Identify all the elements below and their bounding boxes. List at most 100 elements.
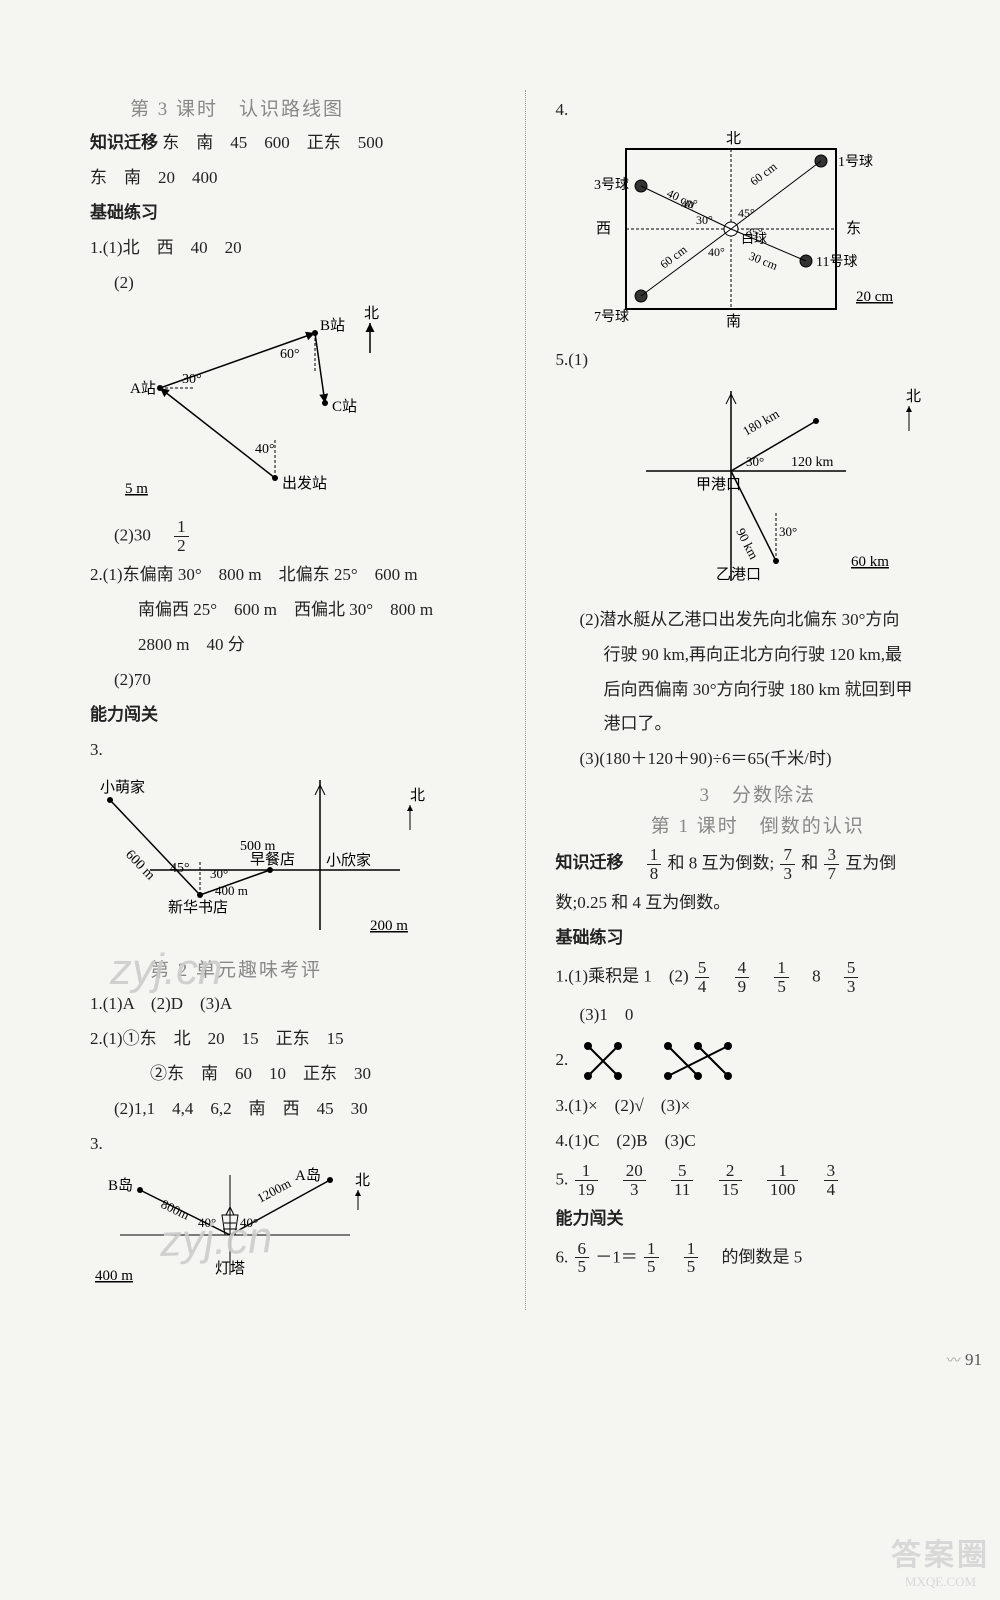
svg-text:200 m: 200 m — [370, 918, 408, 934]
diagram-4-svg: 北 西 东 南 白球 1号球 60 cm 45° 3号球 — [586, 131, 916, 331]
svg-text:A岛: A岛 — [295, 1167, 321, 1184]
svg-text:40°: 40° — [240, 1215, 258, 1230]
svg-text:南: 南 — [726, 313, 741, 330]
svg-text:120 km: 120 km — [791, 455, 834, 470]
column-divider — [525, 90, 526, 1310]
svg-text:小萌家: 小萌家 — [100, 779, 145, 796]
diagram-1-svg: 北 A站 B站 C站 出发站 40° 30° 60° — [120, 303, 400, 503]
svg-text:60 cm: 60 cm — [657, 242, 690, 271]
q2-1c: 2800 m 40 分 — [90, 631, 495, 660]
q1-1: 1.(1)北 西 40 20 — [90, 234, 495, 263]
zsqy-text-2: 东 南 20 400 — [90, 164, 495, 193]
svg-text:60°: 60° — [280, 347, 300, 362]
r-q6-mid: －1＝ — [595, 1247, 638, 1266]
svg-text:60 cm: 60 cm — [747, 159, 780, 188]
svg-text:20 cm: 20 cm — [856, 289, 893, 305]
u2-q2-1a: 2.(1)①东 北 20 15 正东 15 — [90, 1025, 495, 1054]
r-q4: 4.(1)C (2)B (3)C — [556, 1127, 961, 1156]
diagram-5-svg: 北 甲港口 180 km 30° 120 km 乙港口 90 km — [586, 381, 936, 591]
svg-text:35°: 35° — [746, 225, 763, 239]
r-q5: 5. 119 203 511 215 1100 34 — [556, 1162, 961, 1199]
svg-text:800m: 800m — [159, 1196, 192, 1222]
diagram-ports: 北 甲港口 180 km 30° 120 km 乙港口 90 km — [586, 381, 961, 596]
svg-text:出发站: 出发站 — [282, 475, 327, 492]
svg-text:西: 西 — [596, 221, 611, 237]
u2-q1: 1.(1)A (2)D (3)A — [90, 990, 495, 1019]
r-q5-f4: 215 — [719, 1162, 742, 1199]
svg-text:小欣家: 小欣家 — [326, 852, 371, 869]
svg-text:北: 北 — [364, 305, 379, 322]
r-q5-f2: 203 — [623, 1162, 646, 1199]
q5-2d: 港口了。 — [556, 710, 961, 739]
svg-text:40°: 40° — [708, 245, 725, 259]
svg-text:1200m: 1200m — [254, 1175, 293, 1205]
diagram-route-1: 北 A站 B站 C站 出发站 40° 30° 60° — [120, 303, 495, 508]
svg-text:30°: 30° — [210, 866, 228, 881]
lesson-title-1: 第 3 课时 认识路线图 — [130, 94, 495, 121]
zsqy2-f2: 73 — [780, 846, 795, 883]
svg-text:C站: C站 — [332, 398, 357, 415]
jclx2-heading: 基础练习 — [556, 924, 961, 953]
svg-text:灯塔: 灯塔 — [215, 1260, 245, 1277]
q5-2b: 行驶 90 km,再向正北方向行驶 120 km,最 — [556, 641, 961, 670]
svg-text:1号球: 1号球 — [838, 154, 873, 170]
r-q3: 3.(1)× (2)√ (3)× — [556, 1092, 961, 1121]
svg-text:B站: B站 — [320, 317, 345, 334]
svg-text:180 km: 180 km — [740, 406, 782, 439]
diagram-3-svg: 北 灯塔 A岛 1200m 40° B岛 800m 40° — [90, 1165, 390, 1295]
q1-2b: (2)30 12 — [90, 518, 495, 555]
diagram-billiards: 北 西 东 南 白球 1号球 60 cm 45° 3号球 — [586, 131, 961, 336]
zsqy-heading: 知识迁移 — [90, 133, 158, 152]
nlcg-heading: 能力闯关 — [90, 701, 495, 730]
r-q1-f3: 15 — [774, 959, 789, 996]
r-q1-1a: 1.(1)乘积是 1 (2) — [556, 966, 689, 985]
page-number-text: 91 — [965, 1350, 982, 1369]
r-q1-tail: 8 — [795, 966, 838, 985]
svg-text:7号球: 7号球 — [594, 309, 629, 325]
zsqy2-heading: 知识迁移 — [556, 853, 624, 872]
svg-text:30°: 30° — [182, 372, 202, 387]
svg-text:500 m: 500 m — [240, 839, 276, 854]
svg-text:A站: A站 — [130, 380, 156, 397]
q2-2: (2)70 — [90, 666, 495, 695]
chapter-3-title: 3 分数除法 — [556, 780, 961, 807]
svg-text:40°: 40° — [198, 1215, 216, 1230]
u2-q2-1b: ②东 南 60 10 正东 30 — [90, 1060, 495, 1089]
r-q1-3: (3)1 0 — [556, 1001, 961, 1030]
right-column: 4. 北 西 东 南 白球 1号球 60 cm 45° — [556, 90, 961, 1310]
svg-text:90 km: 90 km — [733, 525, 761, 561]
r-q6-tail: 的倒数是 5 — [705, 1247, 803, 1266]
q2-1a: 2.(1)东偏南 30° 800 m 北偏东 25° 600 m — [90, 561, 495, 590]
q5-2a: (2)潜水艇从乙港口出发先向北偏东 30°方向 — [556, 606, 961, 635]
logo-text-1: 答案圈 — [891, 1530, 990, 1574]
u2-q3-label: 3. — [90, 1130, 495, 1159]
svg-text:40°: 40° — [681, 197, 698, 211]
q5-3: (3)(180＋120＋90)÷6＝65(千米/时) — [556, 745, 961, 774]
page-number: 〰 91 — [947, 1350, 982, 1370]
svg-text:新华书店: 新华书店 — [168, 899, 228, 916]
svg-text:B岛: B岛 — [108, 1177, 133, 1194]
svg-text:30°: 30° — [746, 454, 764, 469]
zsqy2-line: 知识迁移 18 和 8 互为倒数; 73 和 37 互为倒 — [556, 846, 961, 883]
r-q6-fa: 65 — [575, 1240, 590, 1277]
diagram-2-svg: 北 小萌家 600 m 45° 新华书店 30° 400 m 早餐店 50 — [90, 770, 450, 940]
svg-text:400 m: 400 m — [95, 1268, 133, 1284]
zsqy2-text2: 数;0.25 和 4 互为倒数。 — [556, 889, 961, 918]
cross-match-diagram — [573, 1036, 733, 1086]
q5-label: 5.(1) — [556, 346, 961, 375]
svg-text:乙港口: 乙港口 — [716, 566, 761, 583]
zsqy2-f1: 18 — [647, 846, 662, 883]
r-q6-fb: 15 — [644, 1240, 659, 1277]
left-column: 第 3 课时 认识路线图 知识迁移 东 南 45 600 正东 500 东 南 … — [90, 90, 495, 1310]
q1-2b-text: (2)30 — [114, 526, 168, 545]
q2-1b: 南偏西 25° 600 m 西偏北 30° 800 m — [90, 596, 495, 625]
unit-2-title: 第 2 单元趣味考评 — [150, 955, 495, 982]
svg-text:东: 东 — [846, 220, 861, 237]
q3-label: 3. — [90, 736, 495, 765]
r-q5-label: 5. — [556, 1169, 569, 1188]
u2-q2-2: (2)1,1 4,4 6,2 南 西 45 30 — [90, 1095, 495, 1124]
q4-label: 4. — [556, 96, 961, 125]
svg-text:600 m: 600 m — [122, 848, 157, 884]
jclx-heading: 基础练习 — [90, 199, 495, 228]
svg-text:30°: 30° — [779, 524, 797, 539]
